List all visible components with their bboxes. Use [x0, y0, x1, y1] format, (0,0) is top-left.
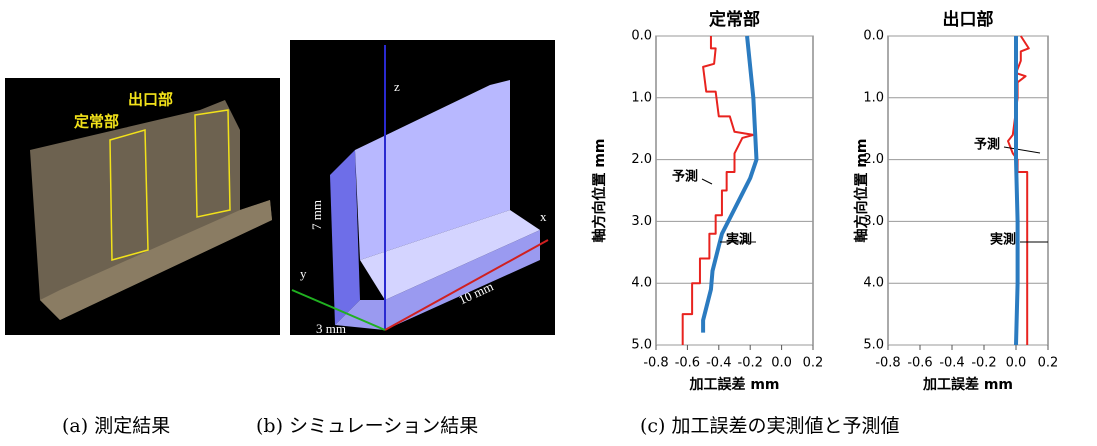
x-tick-label: -0.6 [907, 356, 932, 371]
y-tick-label: 3.0 [631, 214, 652, 229]
y-tick-label: 0.0 [631, 29, 652, 44]
photo-a: 出口部 定常部 [5, 78, 280, 335]
caption: (c) 加工誤差の実測値と予測値 [640, 415, 900, 437]
x-tick-label: -0.6 [675, 356, 700, 371]
annotation: 実測 [990, 232, 1016, 248]
x-tick-label: 0.2 [1038, 356, 1059, 371]
x-tick-label: 0.0 [771, 356, 792, 371]
y-tick-label: 4.0 [863, 276, 884, 291]
y-tick-label: 1.0 [631, 90, 652, 105]
x-tick-label: -0.4 [706, 356, 731, 371]
y-axis-label: 軸方向位置 mm [591, 138, 608, 242]
image-label: z [394, 79, 400, 94]
block [330, 150, 360, 325]
page: {"chart_data":[ {"type":"line","title":"… [0, 0, 1097, 446]
x-tick-label: -0.8 [643, 356, 668, 371]
y-tick-label: 0.0 [863, 29, 884, 44]
y-axis-label: 軸方向位置 mm [853, 138, 870, 242]
y-tick-label: 2.0 [631, 152, 652, 167]
caption: (b) シミュレーション結果 [256, 415, 478, 437]
annotation: 予測 [672, 169, 698, 185]
image-label: x [540, 209, 547, 224]
x-tick-label: -0.4 [939, 356, 964, 371]
render-b: z x y 7 mm 10 mm 3 mm [290, 40, 555, 336]
chart-title: 定常部 [709, 9, 760, 30]
x-axis-label: 加工誤差 mm [688, 376, 779, 393]
image-label: 7 mm [309, 200, 324, 230]
x-axis-label: 加工誤差 mm [922, 376, 1013, 393]
caption: (a) 測定結果 [62, 415, 170, 437]
image-label: 出口部 [128, 91, 173, 109]
y-tick-label: 1.0 [863, 90, 884, 105]
x-tick-label: 0.0 [1006, 356, 1027, 371]
y-tick-label: 5.0 [631, 338, 652, 353]
x-tick-label: 0.2 [803, 356, 824, 371]
image-label: y [300, 266, 307, 281]
y-tick-label: 5.0 [863, 338, 884, 353]
x-tick-label: -0.2 [971, 356, 996, 371]
image-label: 3 mm [316, 321, 346, 336]
chart-title: 出口部 [943, 9, 994, 30]
plot-frame [656, 36, 813, 345]
y-tick-label: 4.0 [631, 276, 652, 291]
series-line [1016, 36, 1018, 345]
image-label: 定常部 [74, 113, 119, 131]
x-tick-label: -0.2 [738, 356, 763, 371]
annotation: 予測 [974, 137, 1000, 153]
plot-frame [888, 36, 1048, 345]
figure: 出口部 定常部 z x y 7 mm 10 mm 3 mm (a) 測定結果 (… [0, 0, 1097, 446]
annotation: 実測 [726, 232, 752, 248]
x-tick-label: -0.8 [875, 356, 900, 371]
